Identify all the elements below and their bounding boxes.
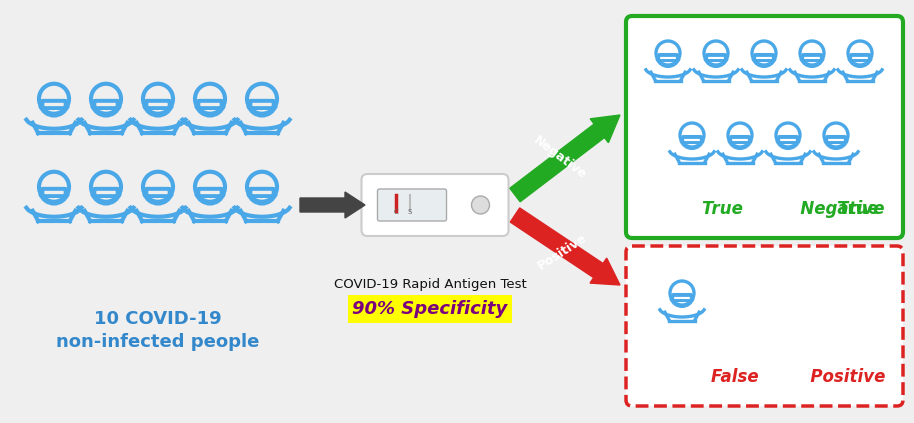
Text: C: C — [393, 209, 398, 215]
Text: 10 COVID-19: 10 COVID-19 — [94, 310, 222, 328]
FancyBboxPatch shape — [626, 246, 903, 406]
FancyArrow shape — [510, 208, 620, 285]
Text: False         Positive: False Positive — [710, 368, 885, 386]
Text: Negative: Negative — [531, 134, 589, 182]
Text: True          Negative: True Negative — [703, 200, 885, 218]
Text: COVID-19 Rapid Antigen Test: COVID-19 Rapid Antigen Test — [334, 278, 526, 291]
FancyBboxPatch shape — [377, 189, 447, 221]
FancyBboxPatch shape — [362, 174, 508, 236]
Text: Positive: Positive — [535, 231, 589, 273]
Text: S: S — [408, 209, 411, 215]
FancyArrow shape — [510, 115, 620, 202]
FancyBboxPatch shape — [626, 16, 903, 238]
Circle shape — [472, 196, 490, 214]
FancyArrow shape — [300, 192, 365, 218]
Text: True: True — [838, 200, 885, 218]
Text: non-infected people: non-infected people — [57, 333, 260, 351]
Text: 90% Specificity: 90% Specificity — [353, 300, 507, 318]
